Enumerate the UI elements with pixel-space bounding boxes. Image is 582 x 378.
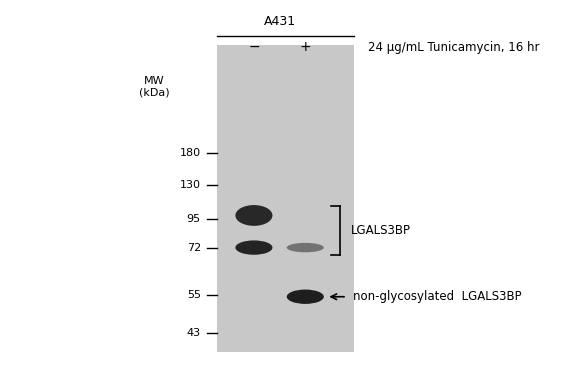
Ellipse shape: [235, 240, 272, 255]
Text: 95: 95: [187, 214, 201, 224]
Bar: [217, 45, 354, 352]
Ellipse shape: [235, 205, 272, 226]
Text: −: −: [248, 40, 260, 54]
Ellipse shape: [287, 243, 324, 253]
Text: non-glycosylated  LGALS3BP: non-glycosylated LGALS3BP: [353, 290, 521, 303]
Text: LGALS3BP: LGALS3BP: [351, 224, 411, 237]
Text: 180: 180: [180, 148, 201, 158]
Text: 55: 55: [187, 290, 201, 300]
Text: +: +: [300, 40, 311, 54]
Ellipse shape: [287, 290, 324, 304]
Text: 43: 43: [187, 328, 201, 338]
Text: 72: 72: [187, 243, 201, 253]
Text: A431: A431: [264, 15, 296, 28]
Text: MW
(kDa): MW (kDa): [139, 76, 169, 97]
Text: 24 μg/mL Tunicamycin, 16 hr: 24 μg/mL Tunicamycin, 16 hr: [368, 41, 540, 54]
Text: 130: 130: [180, 180, 201, 190]
